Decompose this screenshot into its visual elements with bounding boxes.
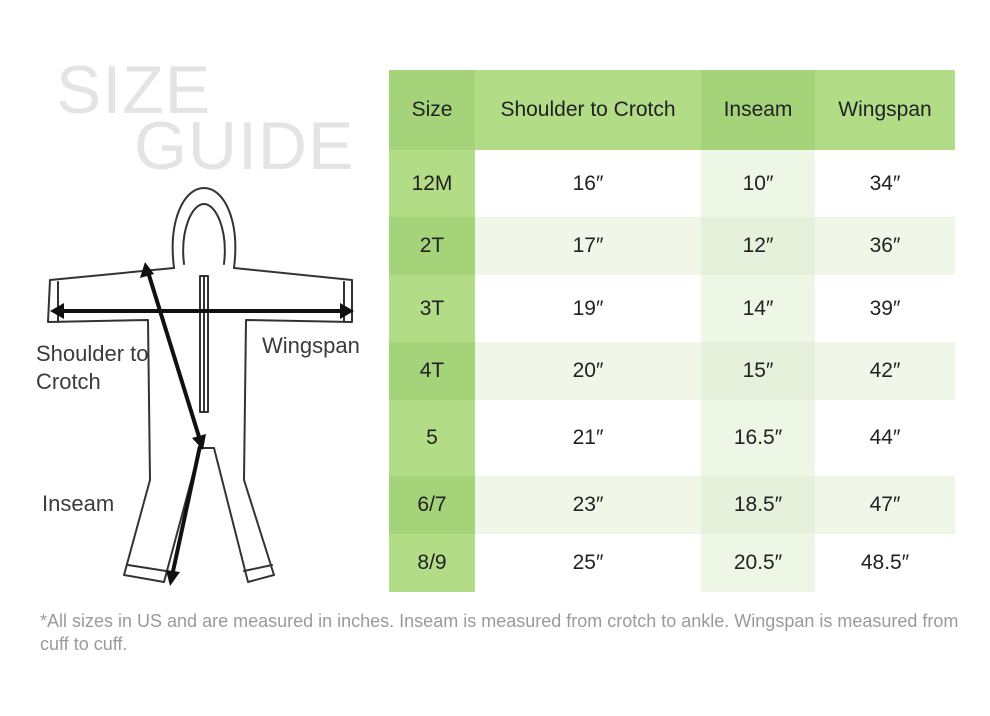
- label-wingspan: Wingspan: [262, 333, 360, 358]
- label-shoulder-to-crotch: Shoulder to Crotch: [36, 341, 149, 394]
- cell-shoulder-to-crotch: 21″: [572, 426, 604, 449]
- cell-size: 6/7: [389, 476, 475, 534]
- table-row: 2T 17″ 12″ 36″: [389, 217, 955, 275]
- cell-size: 12M: [389, 150, 475, 217]
- cell-shoulder-to-crotch: 17″: [475, 217, 701, 275]
- cell-inseam: 20.5″: [701, 534, 815, 592]
- cell-shoulder-to-crotch: 19″: [572, 296, 604, 320]
- cell-size: 4T: [389, 342, 475, 400]
- cell-inseam: 14″: [701, 275, 815, 342]
- cell-inseam: 18.5″: [701, 476, 815, 534]
- title-size: SIZE: [56, 52, 212, 128]
- cell-wingspan: 39″: [869, 296, 901, 320]
- cell-inseam: 16.5″: [701, 400, 815, 476]
- table-row: 6/7 23″ 18.5″ 47″: [389, 476, 955, 534]
- size-table: Size Shoulder to Crotch Inseam Wingspan …: [389, 70, 955, 592]
- cell-shoulder-to-crotch: 23″: [475, 476, 701, 534]
- table-header-row: Size Shoulder to Crotch Inseam Wingspan: [389, 70, 955, 150]
- header-wingspan: Wingspan: [815, 70, 955, 150]
- cell-wingspan: 47″: [815, 476, 955, 534]
- cell-wingspan: 36″: [815, 217, 955, 275]
- label-inseam: Inseam: [42, 491, 115, 516]
- cell-shoulder-to-crotch: 25″: [572, 551, 604, 574]
- cell-inseam: 10″: [701, 150, 815, 217]
- cell-wingspan: 48.5″: [860, 551, 910, 574]
- table-row: 12M 16″ 10″ 34″: [389, 150, 955, 217]
- header-shoulder-to-crotch: Shoulder to Crotch: [475, 70, 701, 150]
- cell-size: 2T: [389, 217, 475, 275]
- header-inseam: Inseam: [701, 70, 815, 150]
- cell-inseam: 12″: [701, 217, 815, 275]
- table-row: 8/9 25″ 20.5″ 48.5″: [389, 534, 955, 592]
- table-row: 3T 19″ 14″ 39″: [389, 275, 955, 342]
- table-row: 4T 20″ 15″ 42″: [389, 342, 955, 400]
- cell-wingspan: 34″: [869, 171, 901, 195]
- header-size: Size: [389, 70, 475, 150]
- table-row: 5 21″ 16.5″ 44″: [389, 400, 955, 476]
- cell-shoulder-to-crotch: 16″: [572, 171, 604, 195]
- cell-inseam: 15″: [701, 342, 815, 400]
- cell-size: 3T: [389, 275, 475, 342]
- cell-size: 5: [389, 400, 475, 476]
- cell-wingspan: 42″: [815, 342, 955, 400]
- title-guide: GUIDE: [134, 108, 355, 184]
- cell-shoulder-to-crotch: 20″: [475, 342, 701, 400]
- cell-size: 8/9: [389, 534, 475, 592]
- cell-wingspan: 44″: [869, 426, 901, 449]
- footnote: *All sizes in US and are measured in inc…: [40, 611, 959, 655]
- onesie-illustration: [47, 187, 354, 586]
